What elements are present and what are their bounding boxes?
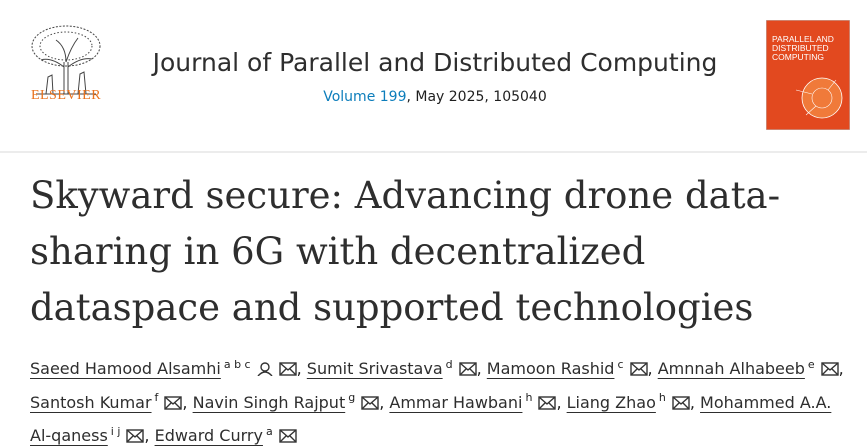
author: Santosh Kumar f,	[30, 391, 188, 412]
separator: ,	[647, 359, 653, 379]
article-title: Skyward secure: Advancing drone data-sha…	[30, 174, 781, 329]
author: Mamoon Rashid c,	[486, 358, 653, 379]
author: Amnnah Alhabeeb e,	[657, 358, 844, 379]
cover-title: COMPUTING	[772, 52, 824, 62]
author-name[interactable]: Mamoon Rashid	[486, 359, 615, 379]
author-name[interactable]: Santosh Kumar	[30, 392, 152, 412]
email-icon[interactable]	[538, 395, 557, 410]
volume-line: Volume 199, May 2025, 105040	[120, 89, 750, 105]
journal-title[interactable]: Journal of Parallel and Distributed Comp…	[152, 48, 718, 77]
author: Sumit Srivastava d,	[306, 358, 482, 379]
author-list: Saeed Hamood Alsamhi a b c, Sumit Srivast…	[30, 350, 850, 446]
author: Liang Zhao h,	[566, 391, 695, 412]
affiliation-marks[interactable]: f	[154, 391, 159, 405]
author-name[interactable]: Navin Singh Rajput	[192, 392, 346, 412]
author-name[interactable]: Liang Zhao	[566, 392, 656, 412]
separator: ,	[556, 392, 562, 412]
author-name[interactable]: Edward Curry	[154, 425, 263, 445]
publisher: ELSEVIER	[30, 88, 102, 103]
person-icon[interactable]	[257, 362, 273, 377]
author-name[interactable]: Mohammed A.A. Al-qaness	[30, 392, 832, 445]
affiliation-marks[interactable]: a b c	[223, 358, 251, 371]
affiliation-marks[interactable]: i j	[110, 424, 121, 438]
affiliation-marks[interactable]: c	[617, 358, 624, 371]
author: Navin Singh Rajput g,	[192, 391, 385, 412]
affiliation-marks[interactable]: a	[265, 424, 273, 438]
author-name[interactable]: Ammar Hawbani	[389, 392, 523, 412]
affiliation-marks[interactable]: e	[807, 358, 815, 371]
affiliation-marks[interactable]: g	[348, 391, 356, 405]
separator: ,	[476, 359, 482, 379]
affiliation-marks[interactable]: h	[658, 391, 666, 405]
author-name[interactable]: Amnnah Alhabeeb	[657, 359, 805, 379]
affiliation-marks[interactable]: h	[525, 391, 533, 405]
email-icon[interactable]	[278, 429, 297, 443]
author: Saeed Hamood Alsamhi a b c,	[30, 358, 302, 379]
author-name[interactable]: Saeed Hamood Alsamhi	[30, 359, 221, 379]
author: Mohammed A.A. Al-qaness i j,	[30, 393, 831, 445]
email-icon[interactable]	[629, 362, 648, 377]
cover-title: PARALLEL AND	[772, 34, 834, 44]
author-name[interactable]: Sumit Srivastava	[306, 359, 443, 379]
separator: ,	[838, 359, 844, 379]
email-icon[interactable]	[361, 395, 379, 410]
issue-info: , May 2025, 105040	[406, 89, 547, 105]
email-icon[interactable]	[820, 362, 839, 377]
email-icon[interactable]	[458, 362, 477, 377]
separator: ,	[689, 392, 695, 412]
cover-title: DISTRIBUTED	[772, 43, 829, 53]
author: Ammar Hawbani h,	[389, 391, 562, 412]
separator: ,	[296, 359, 302, 379]
email-icon[interactable]	[164, 395, 183, 410]
email-icon[interactable]	[672, 395, 690, 410]
separator: ,	[144, 425, 150, 445]
author: Edward Curry a	[154, 424, 297, 445]
volume-link[interactable]: Volume 199	[323, 89, 407, 105]
separator: ,	[182, 392, 188, 412]
elsevier-logo	[31, 25, 101, 95]
affiliation-marks[interactable]: d	[445, 358, 453, 371]
separator: ,	[379, 392, 385, 412]
email-icon[interactable]	[126, 429, 145, 443]
divider	[0, 151, 867, 153]
email-icon[interactable]	[278, 362, 297, 377]
